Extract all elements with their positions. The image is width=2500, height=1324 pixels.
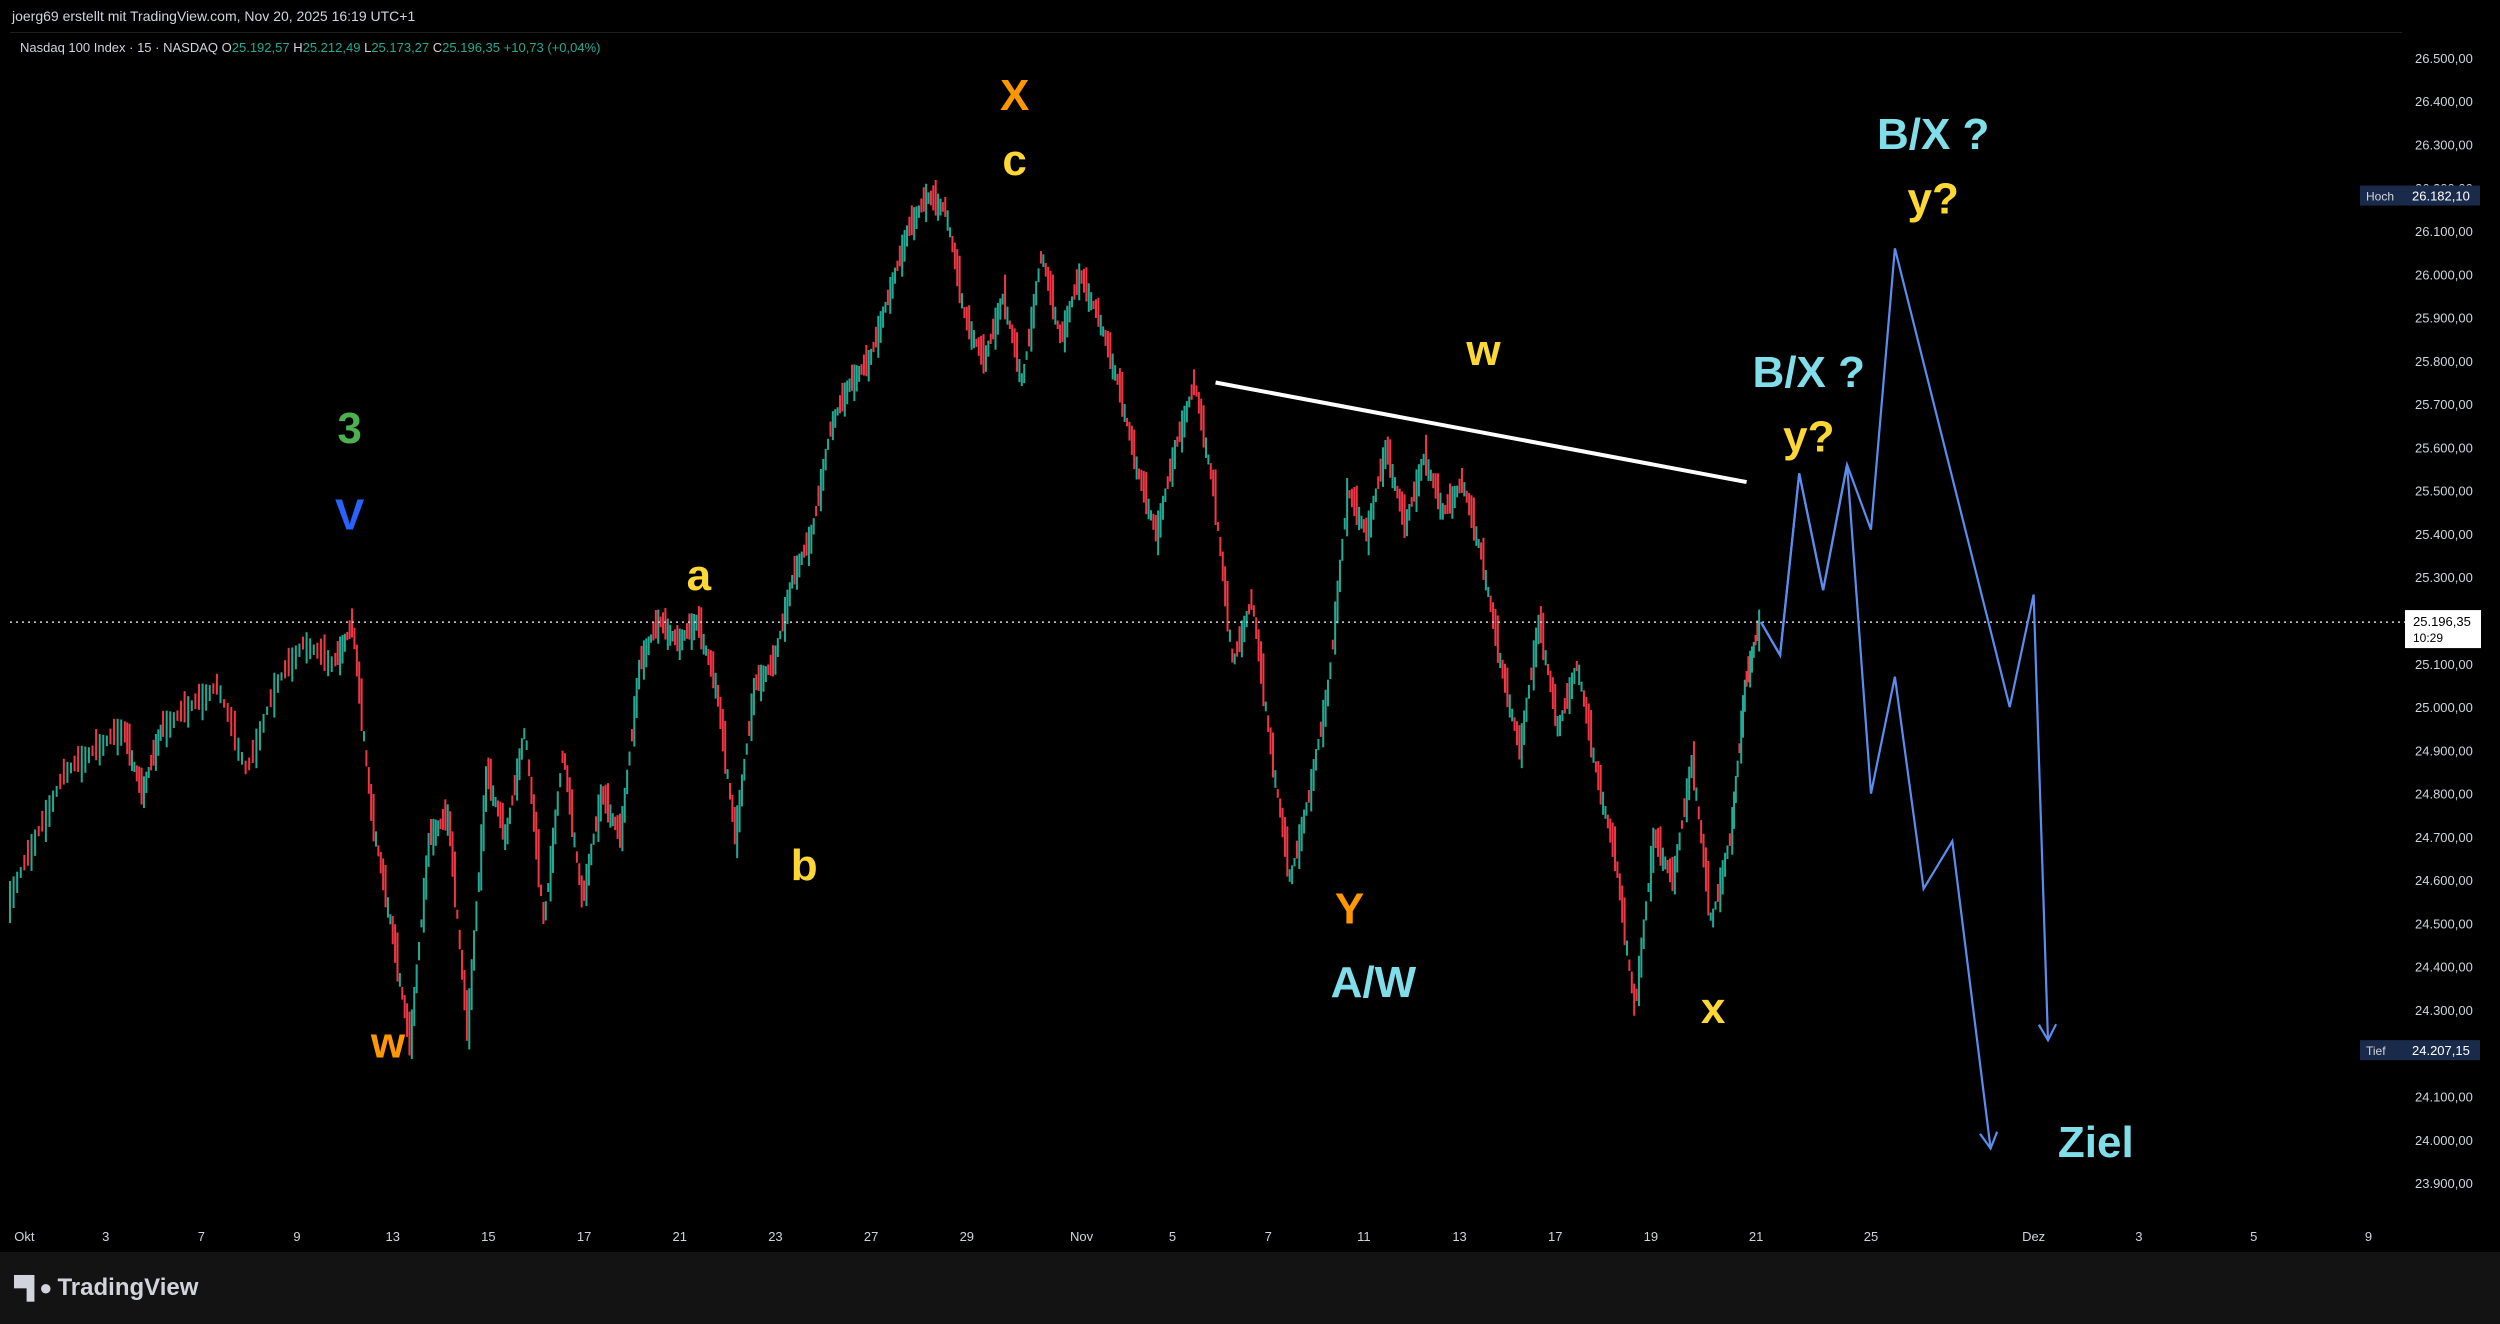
time-tick-label: 11	[1357, 1229, 1371, 1244]
last-price-value: 25.196,35	[2413, 614, 2471, 629]
high-marker-value: 26.182,10	[2412, 189, 2470, 204]
time-tick-label: Okt	[14, 1229, 35, 1244]
wave-label[interactable]: y?	[1783, 413, 1834, 462]
legend-low: 25.173,27	[371, 40, 430, 55]
credit-header: joerg69 erstellt mit TradingView.com, No…	[0, 0, 2500, 32]
wave-label[interactable]: y?	[1907, 175, 1958, 224]
time-tick-label: 17	[1548, 1229, 1562, 1244]
price-axis[interactable]: 26.500,0026.400,0026.300,0026.200,0026.1…	[2360, 51, 2481, 1191]
logo-text: TradingView	[57, 1274, 199, 1301]
time-tick-label: 9	[2365, 1229, 2372, 1244]
time-tick-label: 19	[1644, 1229, 1658, 1244]
plot-area[interactable]	[9, 179, 2405, 1151]
legend-open: 25.192,57	[231, 40, 290, 55]
time-tick-label: 3	[2135, 1229, 2142, 1244]
time-axis[interactable]: Okt 3 7 9 13 15 17 21 23 27 29 Nov 5 7 11 13 17 19 21 25 Dez…	[14, 1229, 2372, 1244]
price-tick-label: 26.400,00	[2415, 94, 2473, 109]
wave-label[interactable]: V	[335, 491, 365, 540]
price-tick-label: 24.000,00	[2415, 1133, 2473, 1148]
low-marker-value: 24.207,15	[2412, 1043, 2470, 1058]
legend-high-label: H	[293, 40, 303, 55]
ohlc-legend: Nasdaq 100 Index · 15 · NASDAQ O25.192,5…	[20, 40, 601, 55]
price-tick-label: 24.600,00	[2415, 873, 2473, 888]
wave-label[interactable]: Y	[1335, 884, 1364, 933]
wave-label[interactable]: w	[370, 1019, 406, 1068]
legend-high: 25.212,49	[302, 40, 361, 55]
credit-text: joerg69 erstellt mit TradingView.com, No…	[12, 8, 416, 24]
price-tick-label: 25.500,00	[2415, 484, 2473, 499]
price-tick-label: 25.900,00	[2415, 311, 2473, 326]
legend-change: +10,73 (+0,04%)	[503, 40, 601, 55]
price-tick-label: 25.600,00	[2415, 440, 2473, 455]
price-tick-label: 26.100,00	[2415, 224, 2473, 239]
low-marker-tag: Tief	[2366, 1044, 2386, 1058]
time-tick-label: 25	[1864, 1229, 1878, 1244]
price-tick-label: 24.500,00	[2415, 916, 2473, 931]
price-tick-label: 25.300,00	[2415, 570, 2473, 585]
time-tick-label: 21	[673, 1229, 687, 1244]
time-tick-label: 5	[2250, 1229, 2257, 1244]
time-tick-label: 27	[864, 1229, 878, 1244]
price-tick-label: 25.000,00	[2415, 700, 2473, 715]
price-tick-label: 26.500,00	[2415, 51, 2473, 66]
wave-label[interactable]: b	[791, 841, 818, 890]
time-tick-label: 17	[577, 1229, 591, 1244]
wave-label[interactable]: c	[1002, 136, 1026, 185]
price-tick-label: 25.100,00	[2415, 657, 2473, 672]
wave-label[interactable]: X	[1000, 71, 1029, 120]
time-tick-label: 7	[198, 1229, 205, 1244]
chart-annotations: 3 Vw a b Xc w Y A/W x B/X ? y? B/X ? y? Ziel	[335, 71, 2134, 1167]
footer-bar	[0, 1252, 2500, 1324]
wave-label[interactable]: B/X ?	[1877, 110, 1989, 159]
wave-label[interactable]: 3	[337, 404, 361, 453]
wave-label[interactable]: A/W	[1331, 958, 1417, 1007]
high-marker-tag: Hoch	[2366, 190, 2394, 204]
price-tick-label: 26.000,00	[2415, 267, 2473, 282]
time-tick-label: 5	[1169, 1229, 1176, 1244]
price-tick-label: 24.300,00	[2415, 1003, 2473, 1018]
price-chart[interactable]: 26.500,0026.400,0026.300,0026.200,0026.1…	[0, 0, 2500, 1252]
price-tick-label: 24.400,00	[2415, 960, 2473, 975]
price-tick-label: 24.100,00	[2415, 1090, 2473, 1105]
legend-open-label: O	[221, 40, 232, 55]
time-tick-label: 29	[960, 1229, 974, 1244]
legend-close-label: C	[432, 40, 443, 55]
tradingview-logo-icon: ▀▌●	[14, 1275, 53, 1300]
time-tick-label: Dez	[2022, 1229, 2045, 1244]
time-tick-label: 7	[1265, 1229, 1272, 1244]
projection-arrow-a	[2037, 1023, 2058, 1043]
time-tick-label: 21	[1749, 1229, 1763, 1244]
last-price-badge	[2405, 610, 2481, 649]
price-tick-label: 23.900,00	[2415, 1176, 2473, 1191]
wave-label[interactable]: a	[687, 551, 712, 600]
trendline[interactable]	[1215, 380, 1747, 485]
legend-symbol[interactable]: Nasdaq 100 Index · 15 · NASDAQ	[20, 40, 218, 55]
projection-arrow-b	[1979, 1131, 1999, 1151]
time-tick-label: Nov	[1070, 1229, 1094, 1244]
wave-label[interactable]: w	[1465, 326, 1501, 375]
wave-label[interactable]: Ziel	[2058, 1118, 2134, 1167]
price-tick-label: 24.700,00	[2415, 830, 2473, 845]
low-marker-badge	[2360, 1040, 2480, 1061]
price-tick-label: 24.900,00	[2415, 743, 2473, 758]
wave-label[interactable]: x	[1701, 984, 1726, 1033]
wave-label[interactable]: B/X ?	[1753, 348, 1865, 397]
last-price-countdown: 10:29	[2413, 631, 2443, 645]
time-tick-label: 13	[1452, 1229, 1466, 1244]
time-tick-label: 15	[481, 1229, 495, 1244]
high-marker-badge	[2360, 185, 2480, 206]
tradingview-logo[interactable]: ▀▌● TradingView	[14, 1274, 198, 1302]
price-tick-label: 26.300,00	[2415, 138, 2473, 153]
legend-low-label: L	[364, 40, 372, 55]
price-tick-label: 25.400,00	[2415, 527, 2473, 542]
legend-close: 25.196,35	[442, 40, 501, 55]
price-tick-label: 25.700,00	[2415, 397, 2473, 412]
time-tick-label: 13	[385, 1229, 399, 1244]
price-tick-label: 25.800,00	[2415, 354, 2473, 369]
price-tick-label: 24.800,00	[2415, 787, 2473, 802]
time-tick-label: 9	[293, 1229, 300, 1244]
time-tick-label: 3	[102, 1229, 109, 1244]
projection-path-b[interactable]	[1759, 464, 1992, 1149]
time-tick-label: 23	[768, 1229, 782, 1244]
